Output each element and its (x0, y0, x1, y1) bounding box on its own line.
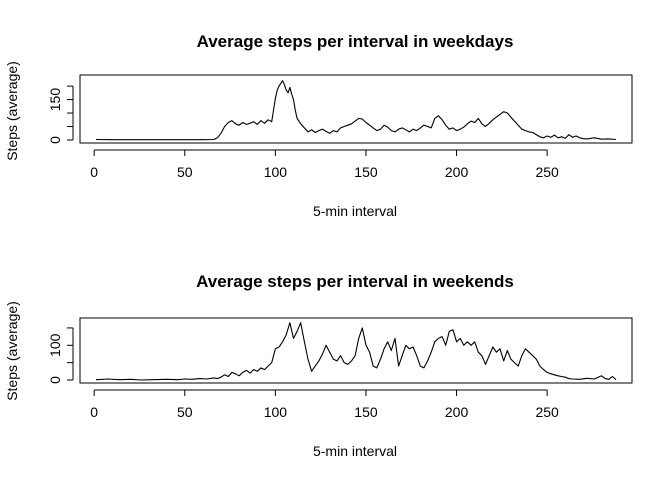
weekdays-x-axis-label: 5-min interval (313, 203, 397, 219)
weekdays-y-tick-label: 0 (47, 136, 63, 144)
weekdays-x-tick-label: 0 (90, 164, 98, 180)
weekdays-series-line (95, 80, 617, 141)
weekdays-x-tick-label: 50 (177, 164, 193, 180)
weekdays-x-tick-label: 200 (445, 164, 469, 180)
weekdays-y-axis-label: Steps (average) (4, 61, 20, 161)
weekdays-y-tick-label: 150 (47, 88, 63, 112)
weekends-panel: Average steps per interval in weekends 5… (4, 272, 633, 459)
weekends-chart-title: Average steps per interval in weekends (196, 272, 514, 291)
weekdays-x-tick-label: 150 (354, 164, 378, 180)
weekends-x-tick-label: 250 (535, 404, 559, 420)
weekends-series-line (95, 322, 617, 381)
weekends-y-tick-label: 0 (47, 376, 63, 384)
weekends-x-tick-label: 100 (264, 404, 288, 420)
weekdays-x-tick-label: 250 (535, 164, 559, 180)
weekends-x-axis-label: 5-min interval (313, 443, 397, 459)
weekends-x-tick-label: 50 (177, 404, 193, 420)
weekdays-x-tick-label: 100 (264, 164, 288, 180)
weekdays-panel: Average steps per interval in weekdays 5… (4, 32, 633, 219)
weekends-y-axis-label: Steps (average) (4, 301, 20, 401)
weekdays-chart-title: Average steps per interval in weekdays (197, 32, 514, 51)
weekdays-plot-frame (79, 74, 633, 144)
weekends-x-tick-label: 150 (354, 404, 378, 420)
weekends-x-tick-label: 0 (90, 404, 98, 420)
weekends-y-tick-label: 100 (47, 333, 63, 357)
weekends-x-tick-label: 200 (445, 404, 469, 420)
weekends-plot-frame (79, 317, 633, 384)
